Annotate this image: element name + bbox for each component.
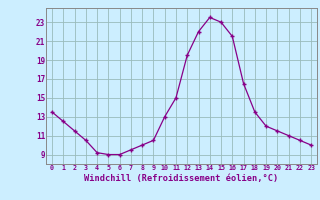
X-axis label: Windchill (Refroidissement éolien,°C): Windchill (Refroidissement éolien,°C) (84, 174, 279, 183)
